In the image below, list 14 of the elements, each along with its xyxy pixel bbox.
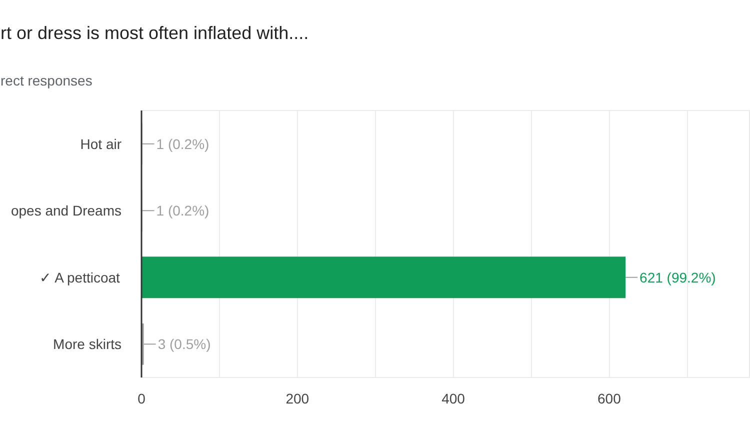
data-label: 1 (0.2%) [156,202,210,219]
data-label: 1 (0.2%) [156,136,210,152]
chart-subtitle: rect responses [0,72,92,88]
x-tick-label: 400 [442,390,466,406]
data-label: 3 (0.5%) [158,336,211,352]
y-tick-label: More skirts [53,336,122,352]
y-tick-label: opes and Dreams [10,202,122,219]
y-tick-label: Hot air [80,136,122,152]
x-tick-label: 600 [598,390,622,406]
chart-title: rt or dress is most often inflated with.... [0,23,309,43]
y-tick-label: ✓ A petticoat [39,269,120,286]
x-tick-label: 0 [138,390,146,406]
data-label: 621 (99.2%) [640,269,716,286]
x-tick-label: 200 [286,390,310,406]
